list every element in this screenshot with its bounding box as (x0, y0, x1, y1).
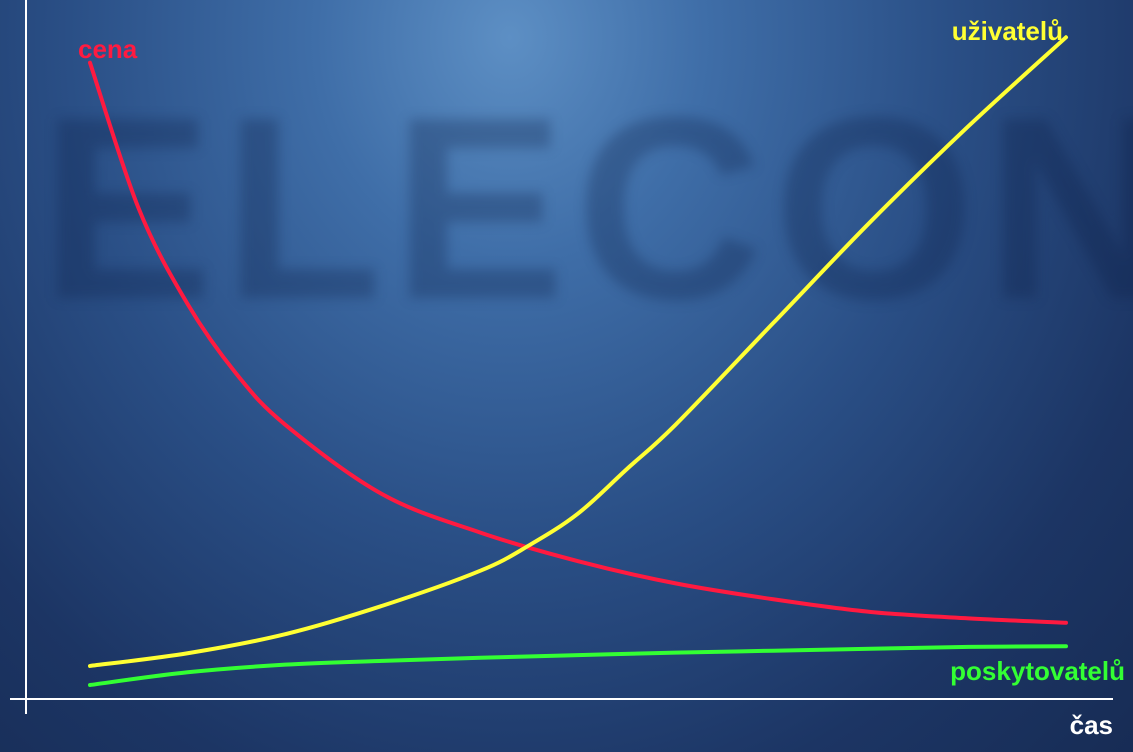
x-axis-label: čas (1069, 710, 1113, 740)
series-label-poskytovatelu: poskytovatelů (950, 656, 1125, 686)
series-label-uzivatelu: uživatelů (951, 16, 1063, 46)
watermark-text: ELECON (40, 64, 1133, 354)
series-line-0 (88, 60, 1068, 625)
series-label-cena: cena (78, 34, 138, 64)
series-line-1 (88, 35, 1068, 668)
series-layer (88, 35, 1068, 687)
series-line-2 (88, 644, 1068, 687)
